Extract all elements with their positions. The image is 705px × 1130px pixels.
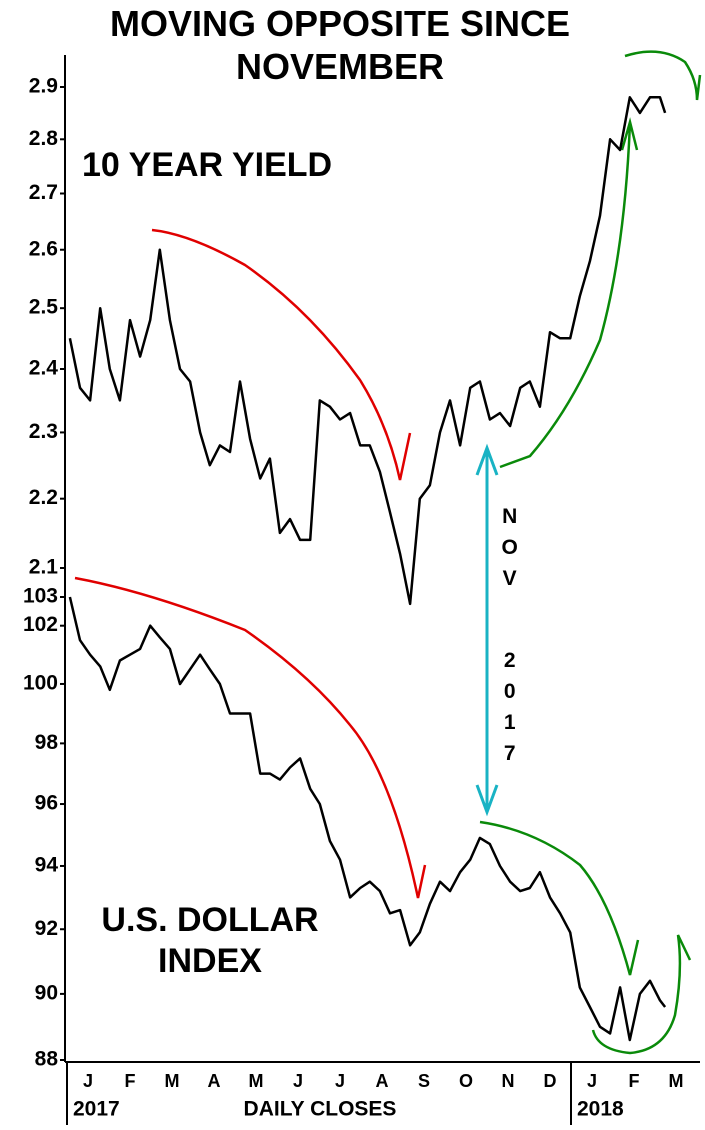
x-tick-label: O <box>459 1071 473 1091</box>
y-tick-label: 96 <box>35 792 58 815</box>
line <box>68 596 667 1042</box>
y-tick-label: 98 <box>35 731 59 754</box>
y-tick-label: 88 <box>35 1048 59 1071</box>
x-tick-label: D <box>544 1071 557 1091</box>
trend-arc <box>74 576 427 899</box>
trend-arc <box>479 820 640 976</box>
x-tick-label: A <box>208 1071 221 1091</box>
x-tick-label: M <box>249 1071 264 1091</box>
arrow <box>475 443 499 817</box>
y-tick-label: 102 <box>23 613 58 636</box>
x-axis-label: DAILY CLOSES <box>244 1098 397 1121</box>
x-tick-label: S <box>418 1071 430 1091</box>
x-tick-label: M <box>165 1071 180 1091</box>
trend-arc <box>591 934 692 1055</box>
chart-title: MOVING OPPOSITE SINCE NOVEMBER <box>109 3 571 88</box>
x-tick-label: J <box>587 1071 597 1091</box>
y-tick-label: 103 <box>23 585 58 608</box>
y-tick-label: 94 <box>35 854 59 877</box>
y-tick-label: 2.3 <box>29 420 58 443</box>
y-tick-label: 2.8 <box>29 127 59 150</box>
year-label: 2017 <box>73 1098 120 1121</box>
x-tick-label: F <box>629 1071 640 1091</box>
y-tick-label: 100 <box>23 671 58 694</box>
annotation: NOV 2017 <box>498 505 522 773</box>
panel-label: U.S. DOLLAR INDEX <box>101 901 319 980</box>
trend-arc <box>624 50 702 101</box>
y-tick-label: 92 <box>35 917 58 940</box>
year-label: 2018 <box>577 1098 624 1121</box>
y-tick-label: 2.1 <box>29 556 59 579</box>
y-tick-label: 2.6 <box>29 237 58 260</box>
panel-label: 10 YEAR YIELD <box>82 146 333 184</box>
x-tick-label: A <box>376 1071 389 1091</box>
line <box>68 96 667 606</box>
y-tick-label: 2.2 <box>29 486 58 509</box>
trend-arc <box>499 117 639 469</box>
y-tick-label: 90 <box>35 981 58 1004</box>
y-tick-label: 2.9 <box>29 75 58 98</box>
x-tick-label: F <box>125 1071 136 1091</box>
y-tick-label: 2.7 <box>29 181 58 204</box>
y-tick-label: 2.4 <box>29 357 59 380</box>
decorations <box>64 50 702 1063</box>
x-tick-label: J <box>293 1071 303 1091</box>
x-tick-label: M <box>669 1071 684 1091</box>
trend-arc <box>151 228 412 481</box>
x-tick-label: J <box>83 1071 93 1091</box>
x-tick-label: J <box>335 1071 345 1091</box>
x-tick-label: N <box>502 1071 515 1091</box>
y-tick-label: 2.5 <box>29 296 59 319</box>
